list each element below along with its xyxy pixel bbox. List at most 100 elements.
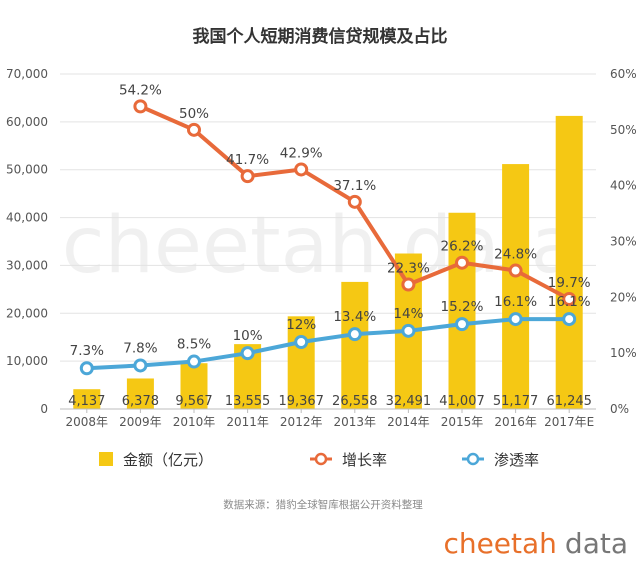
legend-label: 增长率 xyxy=(342,451,387,469)
source-note: 数据来源：猎豹全球智库根据公开资料整理 xyxy=(223,498,423,511)
y-right-tick-label: 50% xyxy=(610,123,637,137)
brand-word-data: data xyxy=(565,527,628,560)
bar xyxy=(341,281,369,409)
legend-marker-growth xyxy=(314,452,328,466)
bar-value-label: 32,491 xyxy=(386,394,432,409)
series-line xyxy=(86,317,570,371)
y-left-tick-label: 50,000 xyxy=(6,163,48,177)
legend-label: 金额（亿元） xyxy=(123,451,213,469)
gridlines xyxy=(60,73,596,362)
x-tick-label: 2012年 xyxy=(280,415,323,429)
x-tick-label: 2014年 xyxy=(387,415,430,429)
x-tick-label: 2009年 xyxy=(119,415,162,429)
bar-value-label: 6,378 xyxy=(122,394,159,409)
data-point-label: 50% xyxy=(179,106,209,122)
data-point xyxy=(187,122,201,137)
data-point-label: 12% xyxy=(286,317,316,333)
data-point-label: 16.1% xyxy=(494,294,537,310)
data-point-label: 42.9% xyxy=(280,145,323,161)
data-point-label: 8.5% xyxy=(177,337,211,353)
bar-value-label: 41,007 xyxy=(439,394,485,409)
x-tick-label: 2015年 xyxy=(441,415,484,429)
data-point xyxy=(133,358,148,373)
bar xyxy=(555,115,583,409)
y-left-tick-label: 20,000 xyxy=(6,306,48,320)
penetration-rate-series: 7.3% 7.8% 8.5% 10% 12% 13.4% 14% 15.2% 16.1% 16.1… xyxy=(70,294,591,376)
data-point-label: 7.8% xyxy=(123,340,157,356)
right-axis: 0% 10% 20% 30% 40% 50% 60% xyxy=(610,67,637,416)
brand-logo: cheetah data xyxy=(443,527,628,560)
y-right-tick-label: 10% xyxy=(610,346,637,360)
y-right-tick-label: 0% xyxy=(610,402,629,416)
bar xyxy=(448,212,476,409)
data-point xyxy=(347,327,362,342)
data-point xyxy=(294,162,309,177)
data-point xyxy=(562,292,577,307)
data-point-label: 10% xyxy=(233,328,263,344)
legend-marker-penetration xyxy=(466,452,480,466)
bar-value-labels: 4,137 6,378 9,567 13,555 19,367 26,558 32,491 4… xyxy=(68,394,592,409)
data-point xyxy=(347,194,362,209)
x-tick-label: 2010年 xyxy=(173,415,216,429)
data-point-label: 37.1% xyxy=(333,178,376,194)
bar xyxy=(287,316,315,409)
y-left-tick-label: 70,000 xyxy=(6,67,48,81)
x-tick-label: 2016年 xyxy=(494,415,537,429)
y-left-tick-label: 0 xyxy=(40,402,48,416)
data-point-label: 13.4% xyxy=(333,309,376,325)
data-point-label: 14% xyxy=(393,306,423,322)
legend-label: 渗透率 xyxy=(494,451,539,469)
data-point-label: 19.7% xyxy=(548,275,591,291)
data-point xyxy=(401,277,416,292)
data-point xyxy=(508,263,523,278)
bar xyxy=(73,389,101,409)
data-point xyxy=(455,317,469,332)
growth-rate-series: 54.2% 50% 41.7% 42.9% 37.1% 22.3% 26.2% 24.8% 19… xyxy=(119,82,591,307)
y-left-tick-label: 30,000 xyxy=(6,258,48,272)
bar-value-label: 13,555 xyxy=(225,394,271,409)
data-point xyxy=(562,312,577,327)
data-point-label: 41.7% xyxy=(226,152,269,168)
bar-value-label: 4,137 xyxy=(68,394,105,409)
data-point xyxy=(240,346,255,361)
data-point-label: 26.2% xyxy=(441,239,484,255)
data-point-label: 24.8% xyxy=(494,247,537,263)
bar xyxy=(126,378,154,409)
x-tick-label: 2011年 xyxy=(226,415,269,429)
bar-value-label: 9,567 xyxy=(175,394,212,409)
y-right-tick-label: 60% xyxy=(610,67,637,81)
bar-value-label: 26,558 xyxy=(332,394,378,409)
data-point-label: 54.2% xyxy=(119,82,162,98)
y-left-tick-label: 40,000 xyxy=(6,211,48,225)
chart-title: 我国个人短期消费信贷规模及占比 xyxy=(193,26,448,47)
y-right-tick-label: 30% xyxy=(610,235,637,249)
data-point xyxy=(79,361,94,376)
bar xyxy=(180,363,208,409)
watermark: cheetah data xyxy=(62,201,579,291)
data-point xyxy=(294,335,309,349)
legend-swatch-bar xyxy=(99,452,113,466)
data-point-label: 7.3% xyxy=(70,343,104,359)
data-point-label: 15.2% xyxy=(441,299,484,315)
data-point-label: 22.3% xyxy=(387,260,430,276)
data-point-label: 16.1% xyxy=(548,294,591,310)
data-point xyxy=(401,323,416,338)
y-right-tick-label: 40% xyxy=(610,179,637,193)
data-point xyxy=(240,169,255,184)
x-axis: 2008年 2009年 2010年 2011年 2012年 2013年 2014年 2015年… xyxy=(60,408,596,429)
bar-value-label: 51,177 xyxy=(493,394,539,409)
data-point xyxy=(133,99,148,114)
data-point xyxy=(187,354,201,369)
x-tick-label: 2017年E xyxy=(544,415,594,429)
bar xyxy=(502,164,530,409)
x-tick-label: 2013年 xyxy=(334,415,377,429)
bar-value-label: 19,367 xyxy=(278,394,324,409)
bar-value-label: 61,245 xyxy=(546,394,592,409)
legend: 金额（亿元） 增长率 渗透率 xyxy=(99,451,539,469)
data-point xyxy=(508,312,523,327)
brand-word-cheetah: cheetah xyxy=(443,527,556,560)
x-tick-label: 2008年 xyxy=(66,415,109,429)
y-left-tick-label: 10,000 xyxy=(6,354,48,368)
y-left-tick-label: 60,000 xyxy=(6,115,48,129)
